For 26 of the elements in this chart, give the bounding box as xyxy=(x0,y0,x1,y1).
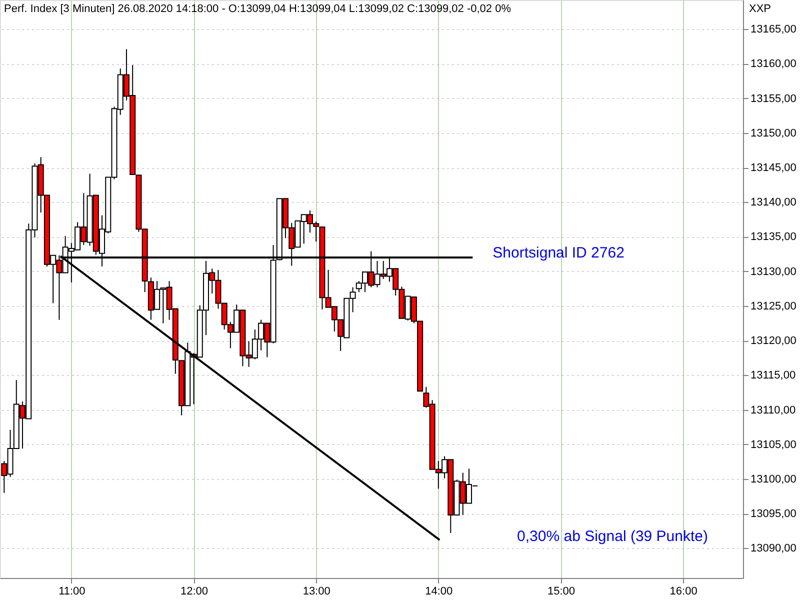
annotation: Shortsignal ID 2762 xyxy=(492,244,624,262)
y-tick-label: 13120,00 xyxy=(750,335,796,348)
y-tick-label: 13135,00 xyxy=(750,231,796,244)
y-tick-label: 13100,00 xyxy=(750,474,796,486)
y-tick-label: 13155,00 xyxy=(750,92,796,105)
y-tick-label: 13110,00 xyxy=(750,404,796,416)
chart-title: Perf. Index [3 Minuten] 26.08.2020 14:18:00 - O:13099,04 H:13099,04 L:13099,02 C:13099,02 -0,02 0% xyxy=(4,3,512,15)
x-tick-label: 12:00 xyxy=(180,586,208,598)
y-tick-label: 13115,00 xyxy=(750,370,796,382)
y-axis-title: XXP xyxy=(749,3,772,15)
y-tick-label: 13095,00 xyxy=(750,508,796,520)
x-tick-label: 16:00 xyxy=(670,586,698,598)
x-tick-label: 13:00 xyxy=(302,586,330,598)
annotation: 0,30% ab Signal (39 Punkte) xyxy=(517,528,708,545)
y-tick-label: 13105,00 xyxy=(750,438,796,451)
y-tick-label: 13165,00 xyxy=(750,24,796,36)
x-tick-label: 15:00 xyxy=(547,586,575,598)
x-tick-label: 14:00 xyxy=(425,586,453,598)
y-tick-label: 13145,00 xyxy=(750,162,796,174)
y-tick-label: 13130,00 xyxy=(750,266,796,278)
y-tick-label: 13140,00 xyxy=(750,196,796,209)
y-tick-label: 13125,00 xyxy=(750,300,796,312)
x-tick-label: 11:00 xyxy=(58,586,86,598)
y-tick-label: 13160,00 xyxy=(750,58,796,70)
y-tick-label: 13090,00 xyxy=(750,542,796,555)
y-tick-label: 13150,00 xyxy=(750,127,796,140)
